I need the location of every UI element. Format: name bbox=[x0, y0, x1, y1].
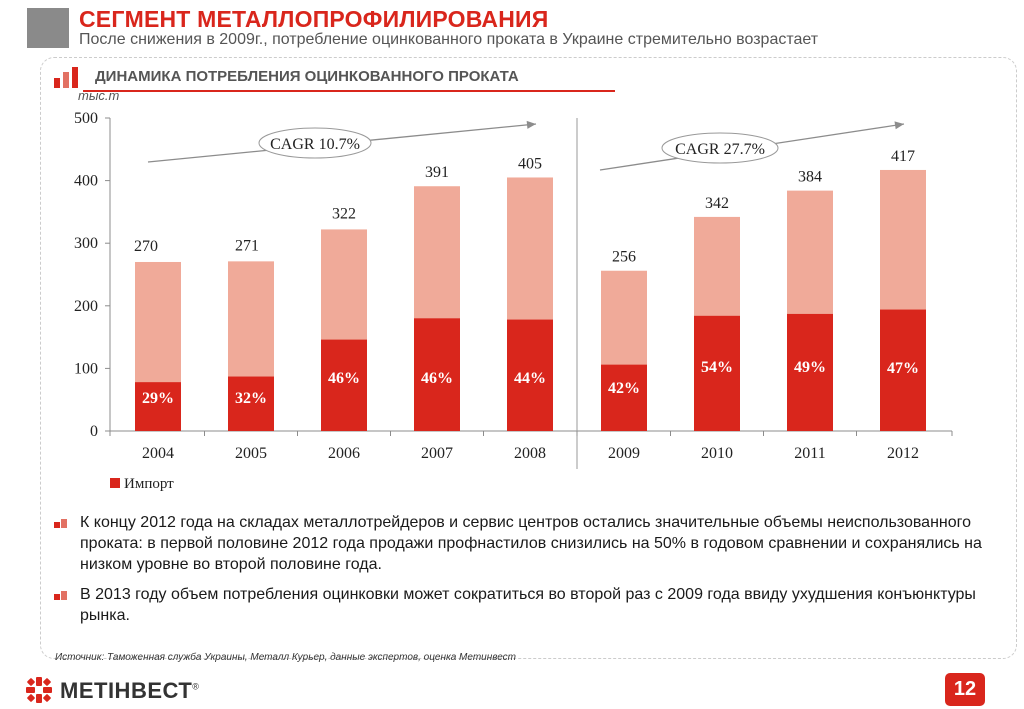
total-label: 271 bbox=[235, 237, 259, 254]
y-tick-label: 200 bbox=[74, 298, 98, 315]
x-tick-label: 2004 bbox=[142, 445, 174, 462]
page-title: СЕГМЕНТ МЕТАЛЛОПРОФИЛИРОВАНИЯ bbox=[79, 6, 549, 32]
bar-import-2007 bbox=[414, 318, 460, 431]
source-note: Источник: Таможенная служба Украины, Мет… bbox=[55, 652, 517, 663]
cagr-label: CAGR 10.7% bbox=[270, 136, 360, 153]
bar-import-2010 bbox=[694, 315, 740, 431]
total-label: 256 bbox=[612, 249, 636, 266]
footer-bar bbox=[0, 668, 1024, 709]
total-label: 342 bbox=[705, 195, 729, 212]
x-tick-label: 2007 bbox=[421, 445, 453, 462]
share-label: 54% bbox=[701, 359, 733, 376]
note-text: В 2013 году объем потребления оцинковки … bbox=[80, 586, 976, 624]
y-tick-label: 500 bbox=[74, 110, 98, 127]
share-label: 32% bbox=[235, 390, 267, 407]
notes-list: К концу 2012 года на складах металлотрей… bbox=[52, 512, 1012, 635]
total-label: 270 bbox=[134, 238, 158, 255]
share-label: 42% bbox=[608, 380, 640, 397]
x-tick-label: 2012 bbox=[887, 445, 919, 462]
x-tick-label: 2010 bbox=[701, 445, 733, 462]
section-title: ДИНАМИКА ПОТРЕБЛЕНИЯ ОЦИНКОВАННОГО ПРОКА… bbox=[95, 68, 519, 85]
bar-import-2009 bbox=[601, 364, 647, 431]
bar-import-2012 bbox=[880, 309, 926, 431]
x-tick-label: 2008 bbox=[514, 445, 546, 462]
x-tick-label: 2005 bbox=[235, 445, 267, 462]
y-tick-label: 300 bbox=[74, 235, 98, 252]
total-label: 384 bbox=[798, 169, 822, 186]
cagr-trend-arrow-head bbox=[894, 121, 904, 130]
note-item: К концу 2012 года на складах металлотрей… bbox=[52, 512, 1012, 575]
bar-import-2006 bbox=[321, 339, 367, 431]
x-tick-label: 2011 bbox=[794, 445, 825, 462]
page-subtitle: После снижения в 2009г., потребление оци… bbox=[79, 31, 819, 48]
bar-import-2005 bbox=[228, 376, 274, 431]
share-label: 46% bbox=[328, 370, 360, 387]
note-item: В 2013 году объем потребления оцинковки … bbox=[52, 584, 1012, 626]
share-label: 46% bbox=[421, 370, 453, 387]
y-tick-label: 100 bbox=[74, 360, 98, 377]
consumption-chart: 0 100 200 300 400 500 270 29% 2004 271 32% 2005 322 4… bbox=[74, 110, 953, 492]
legend-label-import: Импорт bbox=[124, 476, 174, 492]
unit-label: тыс.т bbox=[78, 88, 120, 103]
page-number: 12 bbox=[945, 673, 985, 706]
cagr-bubble bbox=[258, 127, 372, 159]
legend-swatch-import bbox=[110, 478, 120, 488]
bar-chart-icon bbox=[54, 67, 78, 88]
total-label: 405 bbox=[518, 155, 542, 172]
y-tick-label: 0 bbox=[90, 423, 98, 440]
y-tick-label: 400 bbox=[74, 173, 98, 190]
cagr-bubble bbox=[661, 132, 779, 164]
content-frame bbox=[40, 57, 1017, 659]
note-text: К концу 2012 года на складах металлотрей… bbox=[80, 514, 982, 573]
share-label: 49% bbox=[794, 359, 826, 376]
total-label: 322 bbox=[332, 205, 356, 222]
share-label: 47% bbox=[887, 360, 919, 377]
bar-import-2008 bbox=[507, 319, 553, 431]
x-tick-label: 2006 bbox=[328, 445, 360, 462]
total-label: 391 bbox=[425, 164, 449, 181]
share-label: 44% bbox=[514, 370, 546, 387]
company-logo-text: МЕТІНВЕСТ® bbox=[60, 678, 200, 703]
section-underline bbox=[83, 90, 615, 92]
bar-import-2011 bbox=[787, 313, 833, 431]
bullet-icon bbox=[54, 519, 67, 528]
metinvest-logo-icon bbox=[26, 677, 52, 703]
share-label: 29% bbox=[142, 390, 174, 407]
total-label: 417 bbox=[891, 148, 915, 165]
cagr-label: CAGR 27.7% bbox=[675, 141, 765, 158]
bar-import-2004 bbox=[135, 382, 181, 431]
cagr-trend-arrow-head bbox=[526, 120, 536, 129]
bullet-icon bbox=[54, 591, 67, 600]
header-color-block bbox=[27, 8, 69, 48]
x-tick-label: 2009 bbox=[608, 445, 640, 462]
